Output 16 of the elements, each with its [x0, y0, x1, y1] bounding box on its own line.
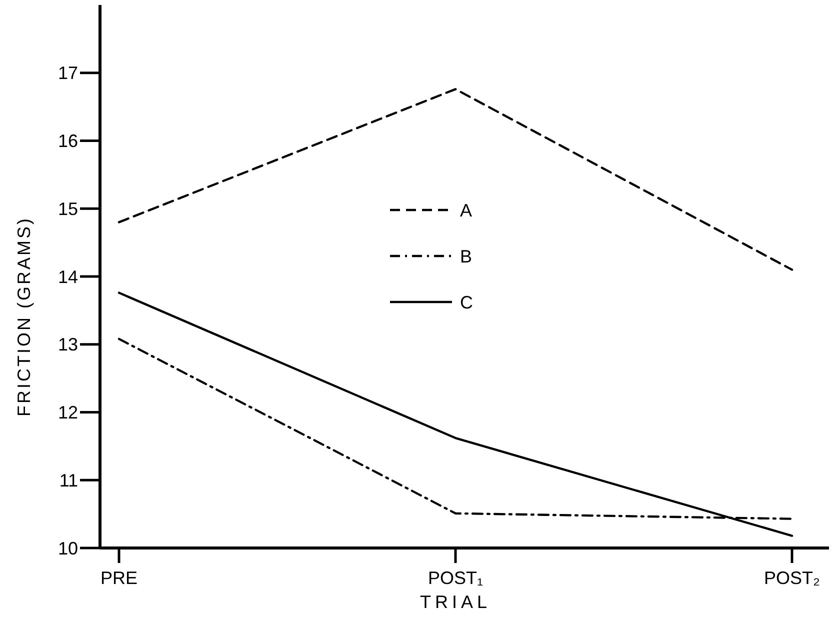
legend-label: B: [460, 246, 472, 266]
y-tick-label: 15: [58, 198, 78, 219]
y-tick-label: 13: [58, 334, 78, 355]
x-axis-title: TRIAL: [420, 592, 492, 612]
x-tick-label: PRE: [100, 568, 138, 588]
y-axis-title: FRICTION (GRAMS): [14, 216, 34, 416]
x-tick-label: POST₁: [428, 568, 484, 588]
y-tick-label: 14: [58, 266, 78, 287]
y-tick-label: 10: [58, 538, 78, 558]
legend-label: C: [460, 292, 473, 312]
y-tick-label: 11: [59, 470, 78, 490]
x-tick-label: POST₂: [764, 568, 820, 588]
y-tick-label: 16: [58, 131, 78, 152]
y-tick-label: 17: [58, 63, 78, 84]
legend-label: A: [460, 200, 472, 220]
y-tick-label: 12: [58, 402, 78, 423]
